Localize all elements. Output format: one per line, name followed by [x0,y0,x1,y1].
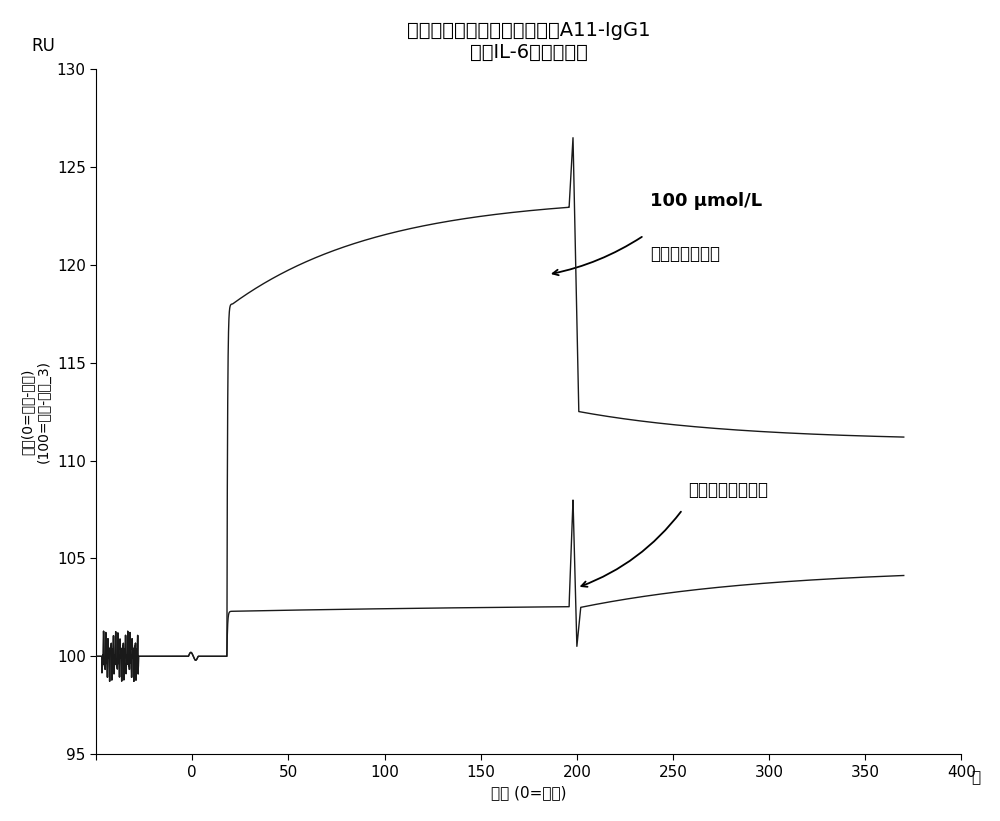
Title: 犬尿氨酸存在下、非存在下的A11-IgG1
与人IL-6的相互作用: 犬尿氨酸存在下、非存在下的A11-IgG1 与人IL-6的相互作用 [407,21,651,62]
Text: 100 μmol/L: 100 μmol/L [650,192,762,210]
Text: 秒: 秒 [971,770,980,785]
Text: RU: RU [31,37,55,55]
Y-axis label: 应答(0=捕获-基线)
(100=捕获-水平_3): 应答(0=捕获-基线) (100=捕获-水平_3) [21,360,51,463]
Text: 犬尿氨酸非存在下: 犬尿氨酸非存在下 [688,481,768,499]
Text: 犬尿氨酸存在下: 犬尿氨酸存在下 [650,245,720,264]
X-axis label: 时间 (0=基线): 时间 (0=基线) [491,785,567,800]
